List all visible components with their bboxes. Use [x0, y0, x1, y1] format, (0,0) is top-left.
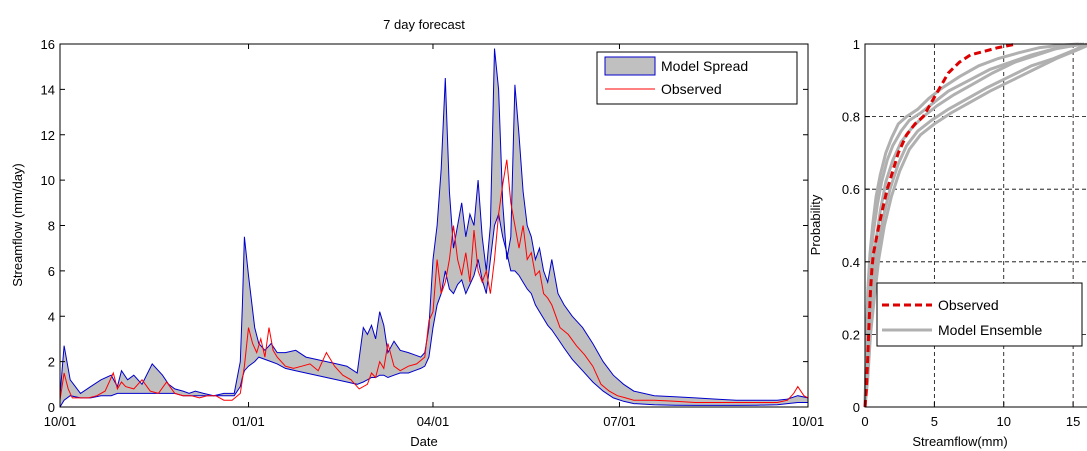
- cdf-x-tick-label: 15: [1066, 414, 1080, 429]
- y-tick-label: 16: [41, 37, 55, 52]
- cdf-legend-label-model-ensemble: Model Ensemble: [938, 322, 1042, 338]
- cdf-x-tick-label: 5: [931, 414, 938, 429]
- cdf-plot-frame: [864, 43, 1087, 408]
- y-tick-label: 4: [48, 309, 55, 324]
- y-tick-label: 6: [48, 264, 55, 279]
- cdf-y-tick-label: 0: [853, 400, 860, 415]
- x-tick-label: 01/01: [232, 414, 265, 429]
- x-tick-label: 07/01: [603, 414, 636, 429]
- legend-label-observed: Observed: [661, 81, 722, 97]
- cdf-x-tick-label: 10: [997, 414, 1011, 429]
- y-tick-label: 12: [41, 128, 55, 143]
- forecast-chart: 7 day forecast Streamflow (mm/day) Date …: [10, 17, 824, 449]
- cdf-y-tick-label: 0.2: [842, 327, 860, 342]
- cdf-x-tick-label: 0: [861, 414, 868, 429]
- cdf-legend: Observed Model Ensemble: [876, 282, 1083, 347]
- cdf-y-tick-label: 1: [853, 37, 860, 52]
- x-tick-label: 10/01: [792, 414, 825, 429]
- cdf-ensemble-member-line: [863, 42, 1079, 408]
- cdf-ensemble-member-line: [863, 44, 1087, 408]
- cdf-legend-box: [876, 282, 1083, 347]
- observed-line: [59, 159, 809, 403]
- y-tick-label: 0: [48, 400, 55, 415]
- model-spread-band: [60, 48, 808, 407]
- legend-swatch-model-spread: [604, 56, 656, 76]
- cdf-ensemble-member-line: [863, 42, 1087, 408]
- cdf-y-axis-label: Probability: [808, 194, 823, 255]
- cdf-y-tick-label: 0.8: [842, 110, 860, 125]
- cdf-ensemble-member-line: [863, 42, 1082, 408]
- cdf-observed-line: [863, 42, 1017, 408]
- y-tick-label: 8: [48, 219, 55, 234]
- cdf-x-axis-label: Streamflow(mm): [912, 434, 1007, 449]
- chart-title: 7 day forecast: [383, 17, 465, 32]
- x-axis-label: Date: [410, 434, 437, 449]
- cdf-y-tick-label: 0.6: [842, 182, 860, 197]
- legend-label-model-spread: Model Spread: [661, 58, 748, 74]
- y-tick-label: 2: [48, 355, 55, 370]
- plot-area: 0 2 4 6 8 10 12 14 16 10/01 01/01 04/01 07/01 10/01: [41, 37, 825, 429]
- cdf-y-tick-label: 0.4: [842, 255, 860, 270]
- model-spread-upper-line: [59, 48, 809, 401]
- y-tick-label: 14: [41, 82, 55, 97]
- y-axis-label: Streamflow (mm/day): [10, 163, 25, 287]
- cdf-plot-area: 00.20.40.60.810 5 10 15: [842, 37, 1087, 429]
- x-tick-label: 10/01: [44, 414, 77, 429]
- legend: Model Spread Observed: [596, 51, 798, 105]
- cdf-chart: Probability Streamflow(mm) 0 0.2 0.4 0.6 0.8…: [808, 37, 1087, 449]
- x-tick-label: 04/01: [417, 414, 450, 429]
- y-tick-label: 10: [41, 173, 55, 188]
- cdf-legend-label-observed: Observed: [938, 297, 999, 313]
